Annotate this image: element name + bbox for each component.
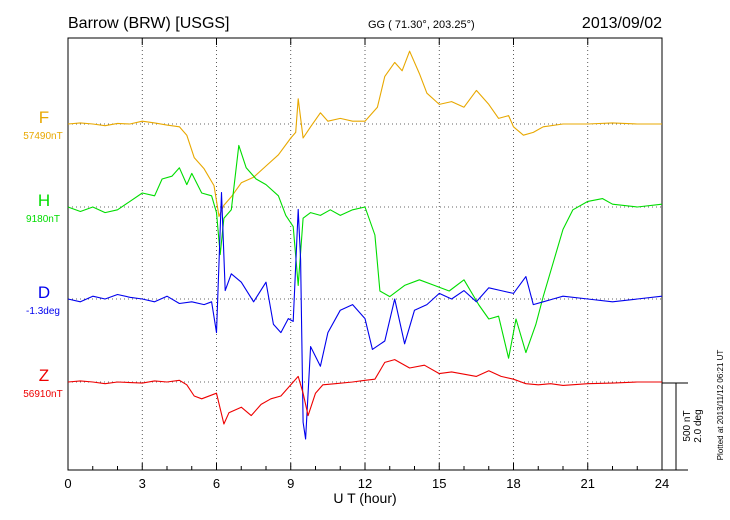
series-line-f	[67, 50, 662, 217]
x-axis-label: U T (hour)	[333, 490, 396, 506]
series-baseline-h: 9180nT	[26, 214, 60, 225]
series-line-d	[67, 192, 663, 440]
series-group	[67, 50, 663, 440]
series-name-z: Z	[39, 366, 49, 385]
x-tick-label: 12	[358, 476, 372, 491]
x-tick-label: 0	[64, 476, 71, 491]
x-tick-label: 18	[506, 476, 520, 491]
date-label: 2013/09/02	[582, 15, 662, 32]
x-tick-label: 24	[655, 476, 669, 491]
x-tick-label: 3	[139, 476, 146, 491]
x-tick-label: 15	[432, 476, 446, 491]
x-tick-label: 21	[581, 476, 595, 491]
series-labels: F 57490nT H 9180nT D -1.3deg Z 56910nT	[23, 108, 62, 400]
coords-label: GG ( 71.30°, 203.25°)	[368, 19, 475, 31]
series-baseline-f: 57490nT	[23, 131, 62, 142]
scale-deg-label: 2.0 deg	[693, 409, 704, 442]
series-baseline-z: 56910nT	[23, 389, 62, 400]
series-line-h	[67, 144, 663, 359]
scale-nt-label: 500 nT	[682, 410, 693, 441]
x-axis-ticks: 0 3 6 9 12 15 18 21 24	[64, 38, 669, 491]
series-name-f: F	[39, 108, 49, 127]
plotted-note: Plotted at 2013/11/12 06:21 UT	[716, 350, 725, 461]
x-tick-label: 6	[213, 476, 220, 491]
x-tick-label: 9	[287, 476, 294, 491]
series-line-z	[67, 359, 662, 425]
station-title: Barrow (BRW) [USGS]	[68, 15, 230, 32]
series-baseline-d: -1.3deg	[26, 306, 60, 317]
series-name-h: H	[38, 191, 50, 210]
series-name-d: D	[38, 283, 50, 302]
